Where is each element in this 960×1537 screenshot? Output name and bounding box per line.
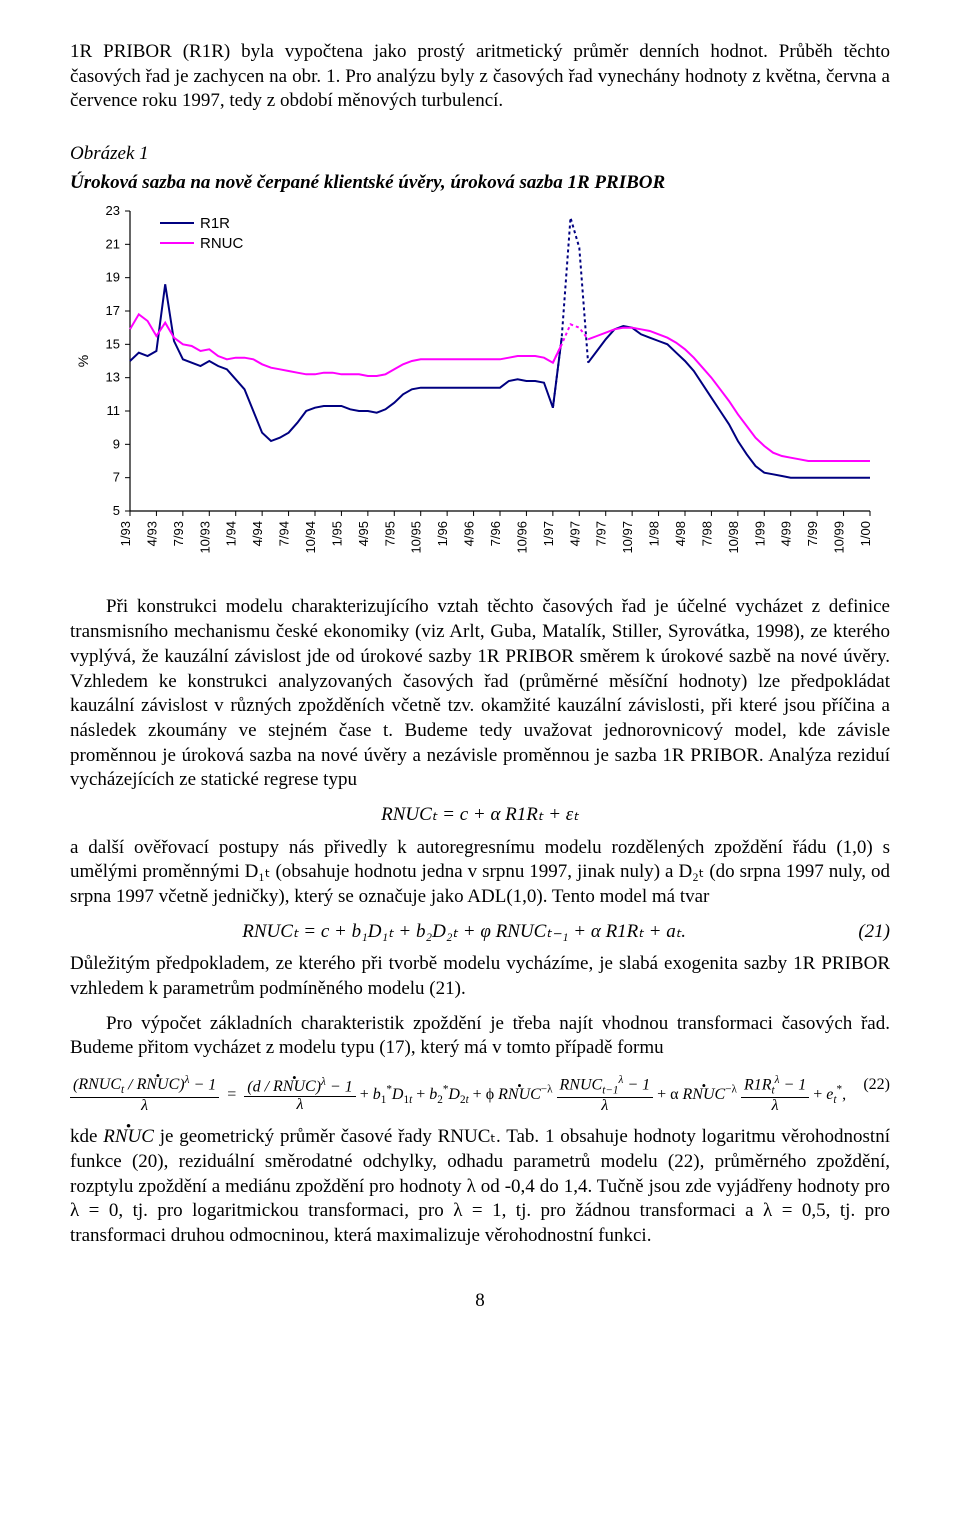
equation-adl-number: (21) <box>858 920 890 945</box>
equation-transformed-model: (RNUCt / •RNUC)λ − 1λ = (d / •RNUC)λ − 1… <box>70 1075 890 1115</box>
line-chart: 5 7 9 11 13 15 17 19 21 23 1/93 4/93 7/93 10/93 1/94 4/… <box>70 201 890 581</box>
paragraph-model-construction: Při konstrukci modelu charakterizujícího… <box>70 595 890 793</box>
paragraph-lag-characteristics: Pro výpočet základních charakteristik zp… <box>70 1012 890 1061</box>
svg-text:7/96: 7/96 <box>488 521 503 546</box>
paragraph-adl-intro: a další ověřovací postupy nás přivedly k… <box>70 836 890 910</box>
svg-text:1/98: 1/98 <box>647 521 662 546</box>
svg-text:R1R: R1R <box>200 215 230 232</box>
svg-text:15: 15 <box>106 337 120 352</box>
svg-text:4/94: 4/94 <box>250 521 265 546</box>
svg-text:1/97: 1/97 <box>541 521 556 546</box>
svg-text:10/96: 10/96 <box>514 521 529 554</box>
svg-text:7/95: 7/95 <box>382 521 397 546</box>
svg-text:17: 17 <box>106 303 120 318</box>
svg-text:7/93: 7/93 <box>171 521 186 546</box>
svg-text:7/94: 7/94 <box>277 521 292 546</box>
svg-text:7/97: 7/97 <box>594 521 609 546</box>
equation-adl-body: RNUCₜ = c + b₁D₁ₜ + b₂D₂ₜ + φ RNUCₜ₋₁ + … <box>242 921 686 942</box>
svg-text:4/95: 4/95 <box>356 521 371 546</box>
svg-text:4/96: 4/96 <box>462 521 477 546</box>
chart-container: 5 7 9 11 13 15 17 19 21 23 1/93 4/93 7/93 10/93 1/94 4/… <box>70 201 890 581</box>
svg-text:1/99: 1/99 <box>752 521 767 546</box>
para6-body: je geometrický průměr časové řady RNUCₜ.… <box>70 1126 890 1246</box>
svg-text:9: 9 <box>113 437 120 452</box>
svg-text:4/93: 4/93 <box>144 521 159 546</box>
svg-text:10/95: 10/95 <box>409 521 424 554</box>
svg-text:RNUC: RNUC <box>200 235 243 252</box>
svg-text:5: 5 <box>113 503 120 518</box>
svg-text:%: % <box>75 355 91 367</box>
equation-adl: RNUCₜ = c + b₁D₁ₜ + b₂D₂ₜ + φ RNUCₜ₋₁ + … <box>70 920 890 945</box>
figure-caption-number: Obrázek 1 <box>70 142 890 167</box>
svg-text:1/94: 1/94 <box>224 521 239 546</box>
svg-text:1/00: 1/00 <box>858 521 873 546</box>
svg-text:4/98: 4/98 <box>673 521 688 546</box>
svg-text:21: 21 <box>106 237 120 252</box>
svg-text:7/98: 7/98 <box>699 521 714 546</box>
svg-text:7/99: 7/99 <box>805 521 820 546</box>
svg-text:7: 7 <box>113 470 120 485</box>
svg-text:10/97: 10/97 <box>620 521 635 554</box>
svg-text:10/98: 10/98 <box>726 521 741 554</box>
svg-text:11: 11 <box>107 403 121 418</box>
svg-text:13: 13 <box>106 370 120 385</box>
page-number: 8 <box>70 1289 890 1314</box>
svg-text:10/94: 10/94 <box>303 521 318 554</box>
svg-text:4/97: 4/97 <box>567 521 582 546</box>
svg-text:1/96: 1/96 <box>435 521 450 546</box>
paragraph-results-description: kde •RNUC je geometrický průměr časové ř… <box>70 1125 890 1248</box>
paragraph-intro: 1R PRIBOR (R1R) byla vypočtena jako pros… <box>70 40 890 114</box>
paragraph-exogeneity: Důležitým předpokladem, ze kterého při t… <box>70 952 890 1001</box>
figure-caption-title: Úroková sazba na nově čerpané klientské … <box>70 171 890 196</box>
para6-prefix: kde <box>70 1126 103 1147</box>
equation-static-regression: RNUCₜ = c + α R1Rₜ + εₜ <box>70 803 890 828</box>
svg-text:4/99: 4/99 <box>779 521 794 546</box>
svg-text:19: 19 <box>106 270 120 285</box>
svg-text:10/93: 10/93 <box>197 521 212 554</box>
svg-text:23: 23 <box>106 203 120 218</box>
svg-text:1/95: 1/95 <box>329 521 344 546</box>
equation-transformed-number: (22) <box>863 1075 890 1096</box>
svg-text:10/99: 10/99 <box>832 521 847 554</box>
svg-text:1/93: 1/93 <box>118 521 133 546</box>
rnuc-dot-symbol: •RNUC <box>103 1125 154 1150</box>
